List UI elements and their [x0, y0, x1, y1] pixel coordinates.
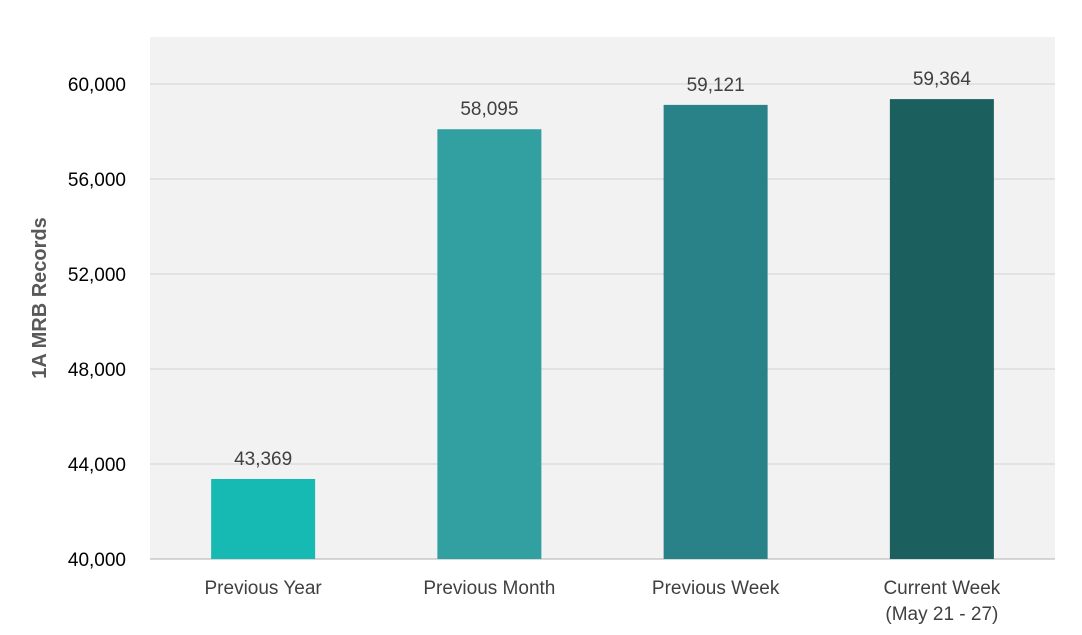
y-tick-label: 52,000 — [68, 265, 126, 286]
y-tick-label: 44,000 — [68, 455, 126, 476]
x-tick-label: Previous Week — [652, 578, 780, 599]
y-tick-label: 40,000 — [68, 550, 126, 571]
bar — [889, 99, 994, 559]
data-label: 59,364 — [913, 69, 972, 90]
y-tick-label: 48,000 — [68, 360, 126, 381]
data-labels: 43,369 58,095 59,121 59,364 — [234, 69, 971, 470]
y-tick-label: 60,000 — [68, 75, 126, 96]
x-tick-label: Current Week (May 21 - 27) — [883, 578, 1000, 625]
y-axis-title: 1A MRB Records — [29, 217, 51, 379]
bar — [663, 104, 768, 559]
data-label: 43,369 — [234, 449, 292, 470]
x-tick-label: Previous Month — [423, 578, 555, 599]
data-label: 58,095 — [460, 99, 518, 120]
bar — [437, 129, 542, 559]
bar — [211, 478, 316, 559]
y-tick-label: 56,000 — [68, 170, 126, 191]
x-axis-labels: Previous Year Previous Month Previous Week… — [205, 578, 1001, 625]
data-label: 59,121 — [687, 75, 745, 96]
y-axis-ticks: 40,000 44,000 48,000 52,000 56,000 60,000 — [68, 75, 126, 571]
bars — [211, 99, 994, 559]
x-tick-label: Previous Year — [205, 578, 323, 599]
